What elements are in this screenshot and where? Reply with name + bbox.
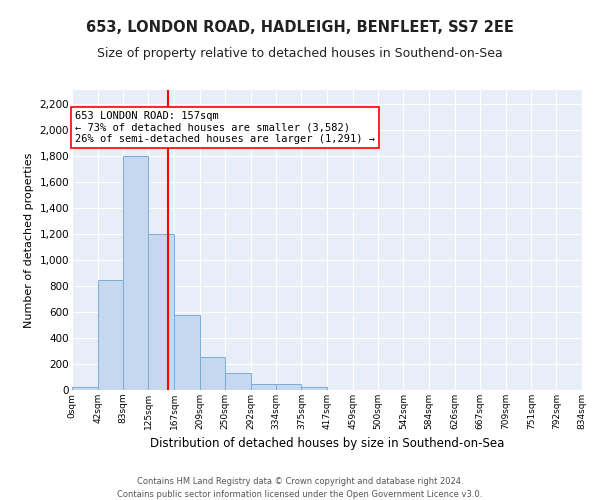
Text: 653 LONDON ROAD: 157sqm
← 73% of detached houses are smaller (3,582)
26% of semi: 653 LONDON ROAD: 157sqm ← 73% of detache… [75,111,375,144]
Bar [148,234,174,390]
Bar [200,357,225,390]
X-axis label: Distribution of detached houses by size in Southend-on-Sea: Distribution of detached houses by size … [150,438,504,450]
Bar [72,387,98,390]
Text: Contains public sector information licensed under the Open Government Licence v3: Contains public sector information licen… [118,490,482,499]
Y-axis label: Number of detached properties: Number of detached properties [24,152,34,328]
Text: Size of property relative to detached houses in Southend-on-Sea: Size of property relative to detached ho… [97,48,503,60]
Bar [174,314,200,390]
Text: 653, LONDON ROAD, HADLEIGH, BENFLEET, SS7 2EE: 653, LONDON ROAD, HADLEIGH, BENFLEET, SS… [86,20,514,35]
Bar [123,156,148,390]
Bar [251,384,276,390]
Bar [301,387,327,390]
Text: Contains HM Land Registry data © Crown copyright and database right 2024.: Contains HM Land Registry data © Crown c… [137,478,463,486]
Bar [225,373,251,390]
Bar [98,280,123,390]
Bar [276,384,301,390]
